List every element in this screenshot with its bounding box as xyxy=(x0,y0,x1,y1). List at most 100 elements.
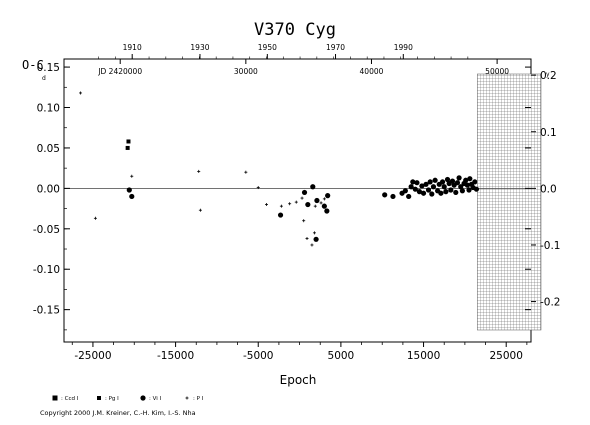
jd-tick-label: JD 2420000 xyxy=(97,67,142,76)
y-axis-unit-left: d xyxy=(42,75,46,82)
data-point-plus xyxy=(310,243,314,247)
jd-tick-label: 40000 xyxy=(360,67,384,76)
y-tick-label: 0.00 xyxy=(37,183,60,195)
data-point-circle xyxy=(126,187,132,193)
data-point-circle xyxy=(305,201,311,208)
data-point-circle xyxy=(423,181,429,187)
y-tick-label: -0.15 xyxy=(33,305,60,317)
data-point-plus xyxy=(322,197,326,201)
data-point-circle xyxy=(459,188,465,194)
legend-marker-square xyxy=(52,395,58,401)
plot-frame xyxy=(63,58,532,343)
data-point-circle xyxy=(464,182,470,188)
data-point-circle xyxy=(412,186,418,192)
data-point-circle xyxy=(325,193,331,199)
year-tick-label: 1930 xyxy=(190,43,209,52)
jd-tick-label: 50000 xyxy=(485,67,509,76)
data-point-plus xyxy=(198,208,202,212)
data-point-circle xyxy=(438,190,444,196)
data-point-plus xyxy=(305,237,309,241)
legend-label: : P I xyxy=(193,396,204,402)
data-point-circle xyxy=(449,178,456,184)
right-tick-label: 0.0 xyxy=(540,183,557,195)
data-point-circle xyxy=(419,183,425,189)
data-point-circle xyxy=(430,184,437,190)
right-tick-label: -0.2 xyxy=(540,297,561,309)
data-point-circle xyxy=(425,187,432,193)
x-tick-label: -15000 xyxy=(157,350,194,362)
data-point-circle xyxy=(321,203,327,209)
data-point-circle xyxy=(466,187,472,193)
legend-marker-plus xyxy=(185,396,189,400)
data-point-circle xyxy=(456,175,462,181)
data-point-circle xyxy=(463,177,469,183)
data-point-square-small xyxy=(125,145,130,150)
data-point-circle xyxy=(310,184,316,190)
data-point-plus xyxy=(312,231,316,235)
data-point-circle xyxy=(439,179,446,185)
data-point-circle xyxy=(416,189,423,195)
year-tick-label: 1990 xyxy=(394,43,413,52)
legend-label: : Vi I xyxy=(149,396,162,402)
jd-tick-label: 30000 xyxy=(234,67,258,76)
x-axis-label: Epoch xyxy=(280,373,317,387)
data-point-circle xyxy=(443,189,449,195)
right-tick-label: -0.1 xyxy=(540,240,561,252)
data-point-circle xyxy=(324,208,330,214)
data-point-plus xyxy=(93,216,97,220)
data-point-circle xyxy=(390,193,396,200)
y-tick-label: -0.10 xyxy=(33,264,60,276)
data-point-circle xyxy=(410,179,416,185)
y-axis-label: O-C xyxy=(22,58,44,72)
legend-marker-square-small xyxy=(97,396,101,400)
y-tick-label: 0.10 xyxy=(37,103,60,115)
data-point-circle xyxy=(129,193,135,200)
x-tick-label: -25000 xyxy=(74,350,111,362)
data-point-plus xyxy=(256,186,260,190)
data-point-plus xyxy=(197,169,201,173)
data-point-square-small xyxy=(126,139,131,144)
copyright-note: Copyright 2000 J.M. Kreiner, C.-H. Kim, … xyxy=(40,409,196,417)
data-point-circle xyxy=(458,184,464,190)
legend-marker-circle xyxy=(140,395,146,401)
data-point-plus xyxy=(79,91,83,95)
year-tick-label: 1950 xyxy=(258,43,277,52)
data-point-circle xyxy=(277,212,284,218)
data-point-circle xyxy=(427,179,433,185)
data-point-circle xyxy=(467,176,473,182)
data-point-plus xyxy=(302,219,306,223)
data-point-circle xyxy=(454,180,461,186)
data-point-circle xyxy=(453,189,459,196)
data-point-circle xyxy=(314,197,320,204)
legend: : Ccd I: Pg I: Vi I: P I xyxy=(52,395,204,402)
year-tick-label: 1910 xyxy=(123,43,142,52)
legend-label: : Ccd I xyxy=(61,396,79,402)
x-tick-label: -5000 xyxy=(243,350,274,362)
data-point-circle xyxy=(432,177,438,183)
data-point-plus xyxy=(313,204,317,208)
data-point-plus xyxy=(265,203,269,207)
chart-title: V370 Cyg xyxy=(254,20,336,40)
data-point-circle xyxy=(313,236,319,242)
y-axis-unit-right: y xyxy=(546,71,550,78)
data-point-circle xyxy=(444,176,451,183)
data-point-plus xyxy=(300,196,304,200)
data-point-plus xyxy=(319,201,323,205)
right-tick-label: 0.1 xyxy=(540,127,557,139)
data-point-circle xyxy=(472,179,478,185)
data-point-circle xyxy=(441,184,447,190)
data-point-plus xyxy=(294,200,298,204)
y-tick-label: 0.05 xyxy=(37,143,60,155)
year-tick-label: 1970 xyxy=(326,43,345,52)
x-tick-label: 15000 xyxy=(407,350,440,362)
data-point-circle xyxy=(448,187,454,193)
hatched-region xyxy=(477,73,542,331)
x-tick-label: 25000 xyxy=(490,350,523,362)
data-points xyxy=(79,91,480,247)
data-point-circle xyxy=(420,190,427,196)
data-point-circle xyxy=(382,192,388,198)
data-point-plus xyxy=(244,170,248,174)
right-tick-label: 0.2 xyxy=(540,70,557,82)
data-point-circle xyxy=(429,191,435,197)
